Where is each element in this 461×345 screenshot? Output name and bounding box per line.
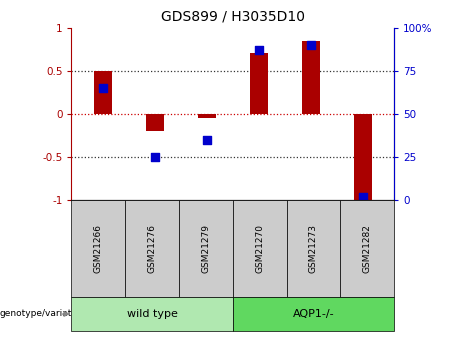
Text: GSM21279: GSM21279 [201, 224, 210, 273]
Text: GSM21276: GSM21276 [148, 224, 157, 273]
Text: GSM21270: GSM21270 [255, 224, 264, 273]
Bar [94, 71, 112, 114]
Text: wild type: wild type [127, 309, 177, 319]
Text: AQP1-/-: AQP1-/- [293, 309, 334, 319]
Bar [354, 114, 372, 200]
Text: GSM21266: GSM21266 [94, 224, 103, 273]
Bar [302, 41, 320, 114]
Text: genotype/variation: genotype/variation [0, 309, 86, 318]
Bar [198, 114, 216, 118]
Point [99, 85, 106, 91]
Point [151, 154, 159, 160]
Text: GSM21282: GSM21282 [363, 224, 372, 273]
Point [359, 194, 366, 199]
Point [307, 42, 314, 48]
Text: GSM21273: GSM21273 [309, 224, 318, 273]
Bar [250, 53, 268, 114]
Point [203, 137, 211, 142]
Point [255, 47, 262, 53]
Title: GDS899 / H3035D10: GDS899 / H3035D10 [161, 10, 305, 24]
Bar [146, 114, 164, 131]
